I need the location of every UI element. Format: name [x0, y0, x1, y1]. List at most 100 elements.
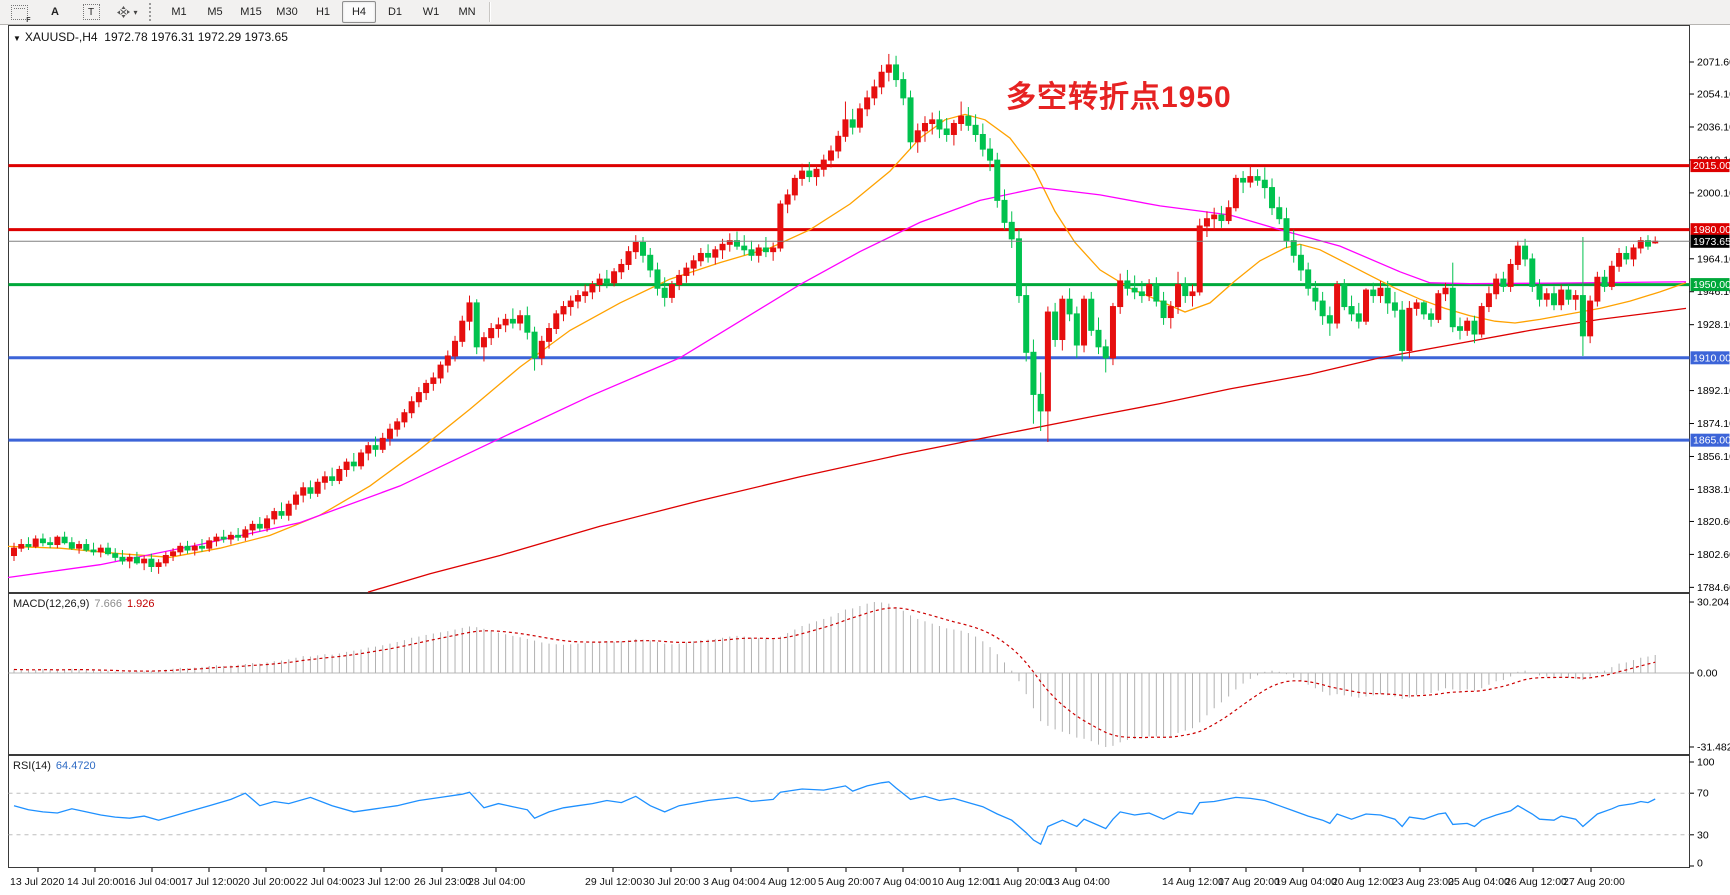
svg-text:1820.60: 1820.60: [1697, 516, 1730, 528]
symbol-label: XAUUSD-,H4: [24, 30, 98, 44]
svg-text:30.204: 30.204: [1697, 597, 1729, 609]
date-labels: 13 Jul 2020 14 Jul 20:00 16 Jul 04:00 17 Ju…: [10, 868, 1625, 888]
svg-text:1950.00: 1950.00: [1693, 279, 1730, 291]
svg-text:2000.10: 2000.10: [1697, 187, 1730, 199]
price-badge: [1690, 159, 1730, 173]
candles: [11, 53, 1659, 574]
grid-template-button[interactable]: [2, 1, 36, 24]
svg-text:20 Aug 12:00: 20 Aug 12:00: [1332, 876, 1394, 888]
svg-text:25 Aug 04:00: 25 Aug 04:00: [1448, 876, 1510, 888]
macd-signal-value: 1.926: [126, 598, 155, 610]
ma-mid-magenta: [7, 186, 1687, 579]
svg-text:23 Aug 23:00: 23 Aug 23:00: [1392, 876, 1454, 888]
timeframe-button-h1[interactable]: H1: [315, 6, 331, 18]
dropdown-caret-icon: ▾: [133, 7, 138, 17]
svg-text:10 Aug 12:00: 10 Aug 12:00: [932, 876, 994, 888]
chart-title: ▼ XAUUSD-,H4 1972.78 1976.31 1972.29 1973…: [13, 30, 288, 44]
svg-text:7 Aug 04:00: 7 Aug 04:00: [875, 876, 931, 888]
rsi-line: [13, 781, 1656, 846]
svg-text:4 Aug 12:00: 4 Aug 12:00: [760, 876, 816, 888]
price-badge: [1690, 433, 1730, 447]
svg-text:1802.60: 1802.60: [1697, 549, 1730, 561]
svg-text:1865.00: 1865.00: [1693, 435, 1730, 447]
timeframe-button-m15[interactable]: M15: [240, 6, 262, 18]
price-chart-panel[interactable]: 2071.602054.102036.102018.102000.101964.…: [0, 25, 1730, 593]
svg-text:1838.10: 1838.10: [1697, 484, 1730, 496]
svg-text:27 Aug 20:00: 27 Aug 20:00: [1563, 876, 1625, 888]
svg-text:2071.60: 2071.60: [1697, 57, 1730, 69]
grid-f-icon: [10, 4, 31, 24]
svg-text:0.00: 0.00: [1697, 668, 1718, 680]
rsi-plot-border: [8, 755, 1690, 868]
price-axis: 2071.602054.102036.102018.102000.101964.…: [1689, 57, 1730, 593]
svg-text:3 Aug 04:00: 3 Aug 04:00: [703, 876, 759, 888]
svg-text:1928.10: 1928.10: [1697, 319, 1730, 331]
svg-text:17 Jul 12:00: 17 Jul 12:00: [181, 876, 238, 888]
close-value: 1973.65: [244, 30, 288, 44]
chart-annotation-text: 多空转折点1950: [1006, 81, 1232, 114]
price-badge: [1690, 223, 1730, 237]
timeframe-button-mn[interactable]: MN: [458, 6, 476, 18]
low-value: 1972.29: [197, 30, 242, 44]
svg-text:70: 70: [1697, 788, 1709, 800]
font-button[interactable]: A: [38, 1, 72, 23]
rsi-axis: 100 70 30 0: [1689, 757, 1715, 868]
svg-text:1964.10: 1964.10: [1697, 253, 1730, 265]
svg-text:28 Jul 04:00: 28 Jul 04:00: [468, 876, 525, 888]
letter-a-icon: A: [51, 6, 59, 18]
timeframe-button-m30[interactable]: M30: [276, 6, 298, 18]
timeframe-button-m5[interactable]: M5: [207, 6, 223, 18]
svg-text:1980.00: 1980.00: [1693, 224, 1730, 236]
macd-label: MACD(12,26,9) 7.666 1.926: [13, 598, 154, 610]
text-label-button[interactable]: T: [74, 1, 108, 23]
svg-text:14 Jul 20:00: 14 Jul 20:00: [67, 876, 124, 888]
timeframe-group: M1 M5 M15 M30 H1 H4 D1 W1 MN: [162, 1, 484, 23]
svg-text:13 Aug 04:00: 13 Aug 04:00: [1048, 876, 1110, 888]
toolbar: A T ▾ M1 M5 M15 M30 H1 H4 D1 W1 MN: [0, 0, 1730, 25]
rsi-name: RSI(14): [13, 760, 51, 772]
macd-plot-border: [8, 593, 1690, 755]
open-value: 1972.78: [104, 30, 148, 44]
timeframe-button-h4[interactable]: H4: [342, 1, 376, 23]
svg-text:2015.00: 2015.00: [1693, 160, 1730, 172]
macd-name: MACD(12,26,9): [13, 598, 90, 610]
macd-main-value: 7.666: [94, 598, 122, 610]
date-axis[interactable]: 13 Jul 2020 14 Jul 20:00 16 Jul 04:00 17 Ju…: [0, 868, 1730, 895]
ma-slow-red: [367, 307, 1687, 593]
price-badge: [1690, 234, 1730, 248]
chevron-down-icon: ▼: [13, 34, 21, 43]
timeframe-button-m1[interactable]: M1: [171, 6, 187, 18]
svg-text:30 Jul 20:00: 30 Jul 20:00: [643, 876, 700, 888]
svg-text:14 Aug 12:00: 14 Aug 12:00: [1162, 876, 1224, 888]
svg-text:1856.10: 1856.10: [1697, 451, 1730, 463]
high-value: 1976.31: [151, 30, 195, 44]
svg-text:22 Jul 04:00: 22 Jul 04:00: [296, 876, 353, 888]
svg-text:29 Jul 12:00: 29 Jul 12:00: [585, 876, 642, 888]
svg-text:26 Jul 23:00: 26 Jul 23:00: [414, 876, 471, 888]
svg-text:11 Aug 20:00: 11 Aug 20:00: [990, 876, 1051, 888]
svg-text:100: 100: [1697, 757, 1715, 769]
svg-text:2054.10: 2054.10: [1697, 89, 1730, 101]
svg-text:1874.10: 1874.10: [1697, 418, 1730, 430]
text-label-icon: T: [82, 4, 100, 20]
rsi-label: RSI(14) 64.4720: [13, 760, 96, 772]
timeframe-button-d1[interactable]: D1: [387, 6, 403, 18]
timeframe-button-w1[interactable]: W1: [422, 6, 440, 18]
svg-text:2036.10: 2036.10: [1697, 121, 1730, 133]
toolbar-separator: [489, 2, 491, 22]
cursor-tools-button[interactable]: ▾: [110, 1, 144, 23]
svg-text:13 Jul 2020: 13 Jul 2020: [10, 876, 64, 888]
macd-panel[interactable]: 30.204 0.00 -31.482: [0, 593, 1730, 755]
macd-signal-line: [13, 607, 1656, 739]
rsi-value: 64.4720: [55, 760, 96, 772]
svg-text:16 Jul 04:00: 16 Jul 04:00: [124, 876, 181, 888]
rsi-panel[interactable]: 100 70 30 0: [0, 755, 1730, 868]
svg-text:19 Aug 04:00: 19 Aug 04:00: [1275, 876, 1337, 888]
svg-text:23 Jul 12:00: 23 Jul 12:00: [353, 876, 410, 888]
svg-text:30: 30: [1697, 829, 1709, 841]
macd-axis: 30.204 0.00 -31.482: [1689, 597, 1730, 753]
svg-text:5 Aug 20:00: 5 Aug 20:00: [818, 876, 874, 888]
toolbar-drag-handle[interactable]: [149, 3, 157, 21]
svg-text:1892.10: 1892.10: [1697, 385, 1730, 397]
